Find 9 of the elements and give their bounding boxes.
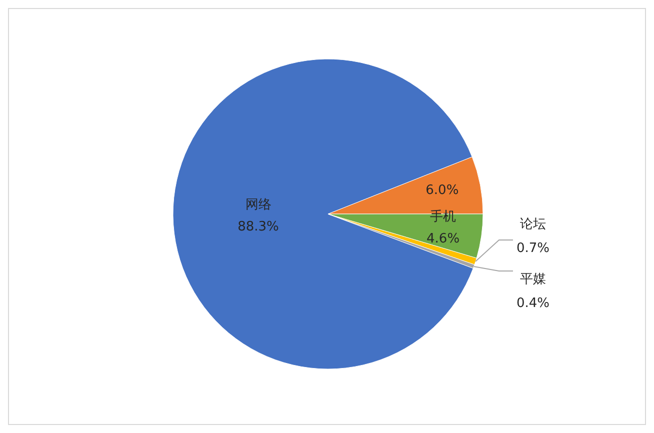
data-label: 88.3% [238, 220, 279, 235]
slice-label: 论坛 [520, 217, 546, 232]
data-label: 0.7% [516, 241, 550, 256]
data-label: 4.6% [426, 232, 460, 247]
data-label: 0.4% [516, 296, 550, 311]
slice-label: 平媒 [520, 272, 546, 287]
slice-label: 网络 [245, 198, 272, 213]
slice-label: 手机 [430, 210, 456, 225]
data-label: 6.0% [426, 183, 459, 198]
